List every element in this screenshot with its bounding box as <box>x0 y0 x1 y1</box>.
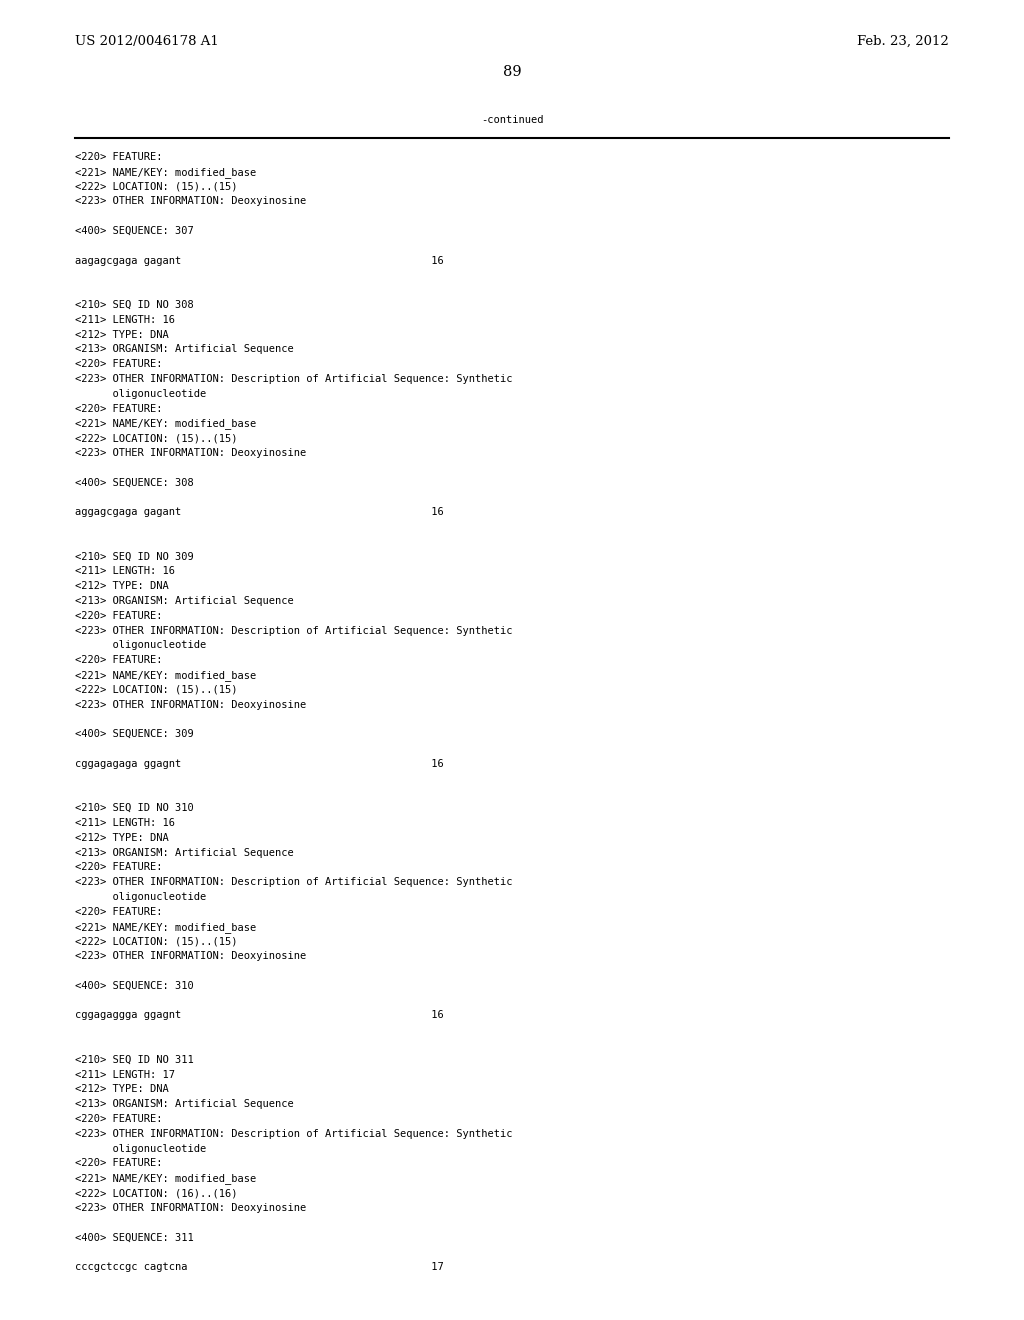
Text: <223> OTHER INFORMATION: Description of Artificial Sequence: Synthetic: <223> OTHER INFORMATION: Description of … <box>75 374 512 384</box>
Text: <223> OTHER INFORMATION: Deoxyinosine: <223> OTHER INFORMATION: Deoxyinosine <box>75 197 306 206</box>
Text: <220> FEATURE:: <220> FEATURE: <box>75 907 163 917</box>
Text: <221> NAME/KEY: modified_base: <221> NAME/KEY: modified_base <box>75 166 256 178</box>
Text: <213> ORGANISM: Artificial Sequence: <213> ORGANISM: Artificial Sequence <box>75 1100 294 1109</box>
Text: <220> FEATURE:: <220> FEATURE: <box>75 655 163 665</box>
Text: <222> LOCATION: (15)..(15): <222> LOCATION: (15)..(15) <box>75 433 238 444</box>
Text: <400> SEQUENCE: 310: <400> SEQUENCE: 310 <box>75 981 194 991</box>
Text: <220> FEATURE:: <220> FEATURE: <box>75 152 163 162</box>
Text: <213> ORGANISM: Artificial Sequence: <213> ORGANISM: Artificial Sequence <box>75 847 294 858</box>
Text: <220> FEATURE:: <220> FEATURE: <box>75 862 163 873</box>
Text: <210> SEQ ID NO 311: <210> SEQ ID NO 311 <box>75 1055 194 1065</box>
Text: oligonucleotide: oligonucleotide <box>75 640 206 651</box>
Text: <213> ORGANISM: Artificial Sequence: <213> ORGANISM: Artificial Sequence <box>75 597 294 606</box>
Text: Feb. 23, 2012: Feb. 23, 2012 <box>857 36 949 48</box>
Text: <220> FEATURE:: <220> FEATURE: <box>75 359 163 370</box>
Text: <223> OTHER INFORMATION: Deoxyinosine: <223> OTHER INFORMATION: Deoxyinosine <box>75 1203 306 1213</box>
Text: <221> NAME/KEY: modified_base: <221> NAME/KEY: modified_base <box>75 671 256 681</box>
Text: cccgctccgc cagtcna                                       17: cccgctccgc cagtcna 17 <box>75 1262 443 1272</box>
Text: <221> NAME/KEY: modified_base: <221> NAME/KEY: modified_base <box>75 418 256 429</box>
Text: <223> OTHER INFORMATION: Description of Artificial Sequence: Synthetic: <223> OTHER INFORMATION: Description of … <box>75 1129 512 1139</box>
Text: <221> NAME/KEY: modified_base: <221> NAME/KEY: modified_base <box>75 1173 256 1184</box>
Text: <400> SEQUENCE: 311: <400> SEQUENCE: 311 <box>75 1233 194 1242</box>
Text: oligonucleotide: oligonucleotide <box>75 892 206 902</box>
Text: <213> ORGANISM: Artificial Sequence: <213> ORGANISM: Artificial Sequence <box>75 345 294 354</box>
Text: oligonucleotide: oligonucleotide <box>75 389 206 399</box>
Text: aggagcgaga gagant                                        16: aggagcgaga gagant 16 <box>75 507 443 517</box>
Text: <223> OTHER INFORMATION: Deoxyinosine: <223> OTHER INFORMATION: Deoxyinosine <box>75 952 306 961</box>
Text: <211> LENGTH: 16: <211> LENGTH: 16 <box>75 314 175 325</box>
Text: <222> LOCATION: (15)..(15): <222> LOCATION: (15)..(15) <box>75 685 238 694</box>
Text: <400> SEQUENCE: 309: <400> SEQUENCE: 309 <box>75 729 194 739</box>
Text: cggagaggga ggagnt                                        16: cggagaggga ggagnt 16 <box>75 1010 443 1020</box>
Text: <210> SEQ ID NO 310: <210> SEQ ID NO 310 <box>75 803 194 813</box>
Text: <212> TYPE: DNA: <212> TYPE: DNA <box>75 581 169 591</box>
Text: <210> SEQ ID NO 308: <210> SEQ ID NO 308 <box>75 300 194 310</box>
Text: <223> OTHER INFORMATION: Deoxyinosine: <223> OTHER INFORMATION: Deoxyinosine <box>75 700 306 710</box>
Text: cggagagaga ggagnt                                        16: cggagagaga ggagnt 16 <box>75 759 443 768</box>
Text: <211> LENGTH: 17: <211> LENGTH: 17 <box>75 1069 175 1080</box>
Text: <222> LOCATION: (15)..(15): <222> LOCATION: (15)..(15) <box>75 182 238 191</box>
Text: <220> FEATURE:: <220> FEATURE: <box>75 611 163 620</box>
Text: <220> FEATURE:: <220> FEATURE: <box>75 1159 163 1168</box>
Text: <210> SEQ ID NO 309: <210> SEQ ID NO 309 <box>75 552 194 561</box>
Text: <222> LOCATION: (15)..(15): <222> LOCATION: (15)..(15) <box>75 936 238 946</box>
Text: <220> FEATURE:: <220> FEATURE: <box>75 1114 163 1125</box>
Text: -continued: -continued <box>480 115 544 125</box>
Text: <211> LENGTH: 16: <211> LENGTH: 16 <box>75 566 175 577</box>
Text: <220> FEATURE:: <220> FEATURE: <box>75 404 163 413</box>
Text: <223> OTHER INFORMATION: Description of Artificial Sequence: Synthetic: <223> OTHER INFORMATION: Description of … <box>75 878 512 887</box>
Text: <223> OTHER INFORMATION: Description of Artificial Sequence: Synthetic: <223> OTHER INFORMATION: Description of … <box>75 626 512 636</box>
Text: <212> TYPE: DNA: <212> TYPE: DNA <box>75 330 169 339</box>
Text: <212> TYPE: DNA: <212> TYPE: DNA <box>75 833 169 842</box>
Text: aagagcgaga gagant                                        16: aagagcgaga gagant 16 <box>75 256 443 265</box>
Text: <223> OTHER INFORMATION: Deoxyinosine: <223> OTHER INFORMATION: Deoxyinosine <box>75 447 306 458</box>
Text: US 2012/0046178 A1: US 2012/0046178 A1 <box>75 36 219 48</box>
Text: <221> NAME/KEY: modified_base: <221> NAME/KEY: modified_base <box>75 921 256 932</box>
Text: <400> SEQUENCE: 307: <400> SEQUENCE: 307 <box>75 226 194 236</box>
Text: <400> SEQUENCE: 308: <400> SEQUENCE: 308 <box>75 478 194 487</box>
Text: <212> TYPE: DNA: <212> TYPE: DNA <box>75 1085 169 1094</box>
Text: oligonucleotide: oligonucleotide <box>75 1143 206 1154</box>
Text: <222> LOCATION: (16)..(16): <222> LOCATION: (16)..(16) <box>75 1188 238 1199</box>
Text: 89: 89 <box>503 65 521 79</box>
Text: <211> LENGTH: 16: <211> LENGTH: 16 <box>75 818 175 828</box>
